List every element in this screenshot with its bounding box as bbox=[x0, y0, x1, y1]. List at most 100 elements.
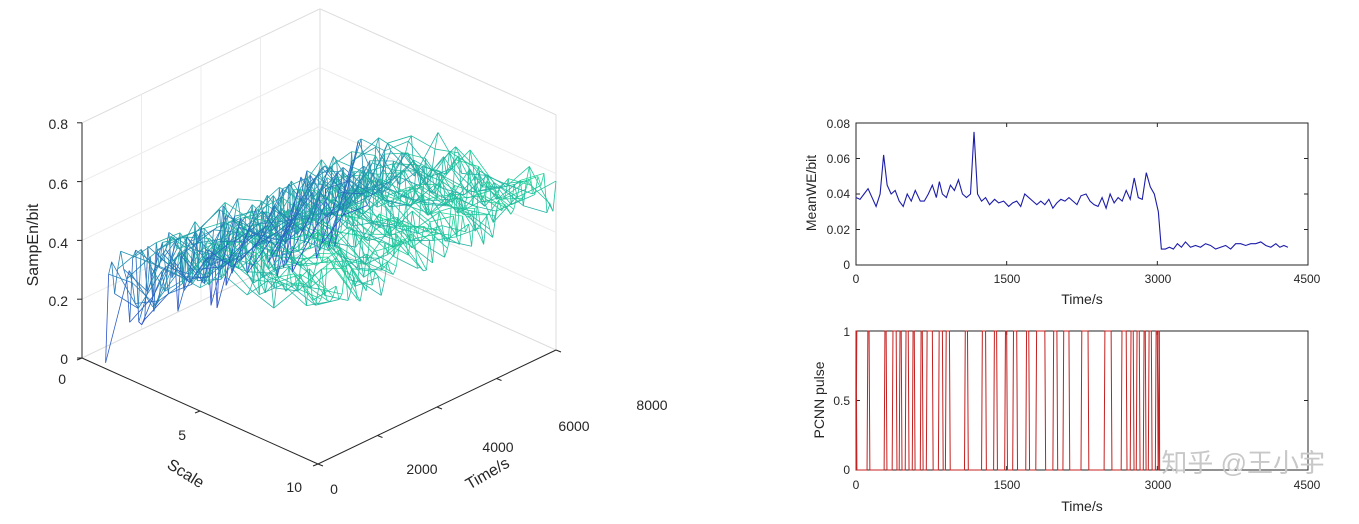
surface-mesh-line bbox=[195, 231, 220, 272]
surface-mesh-line bbox=[480, 227, 485, 245]
surface-mesh-line bbox=[343, 205, 368, 216]
surface-mesh-line bbox=[393, 256, 418, 269]
surface-mesh-line bbox=[204, 243, 229, 262]
surface-mesh-line bbox=[276, 176, 302, 277]
surface-mesh-line bbox=[241, 242, 266, 294]
surface-mesh-line bbox=[158, 283, 183, 302]
surface-mesh-line bbox=[310, 175, 335, 216]
surface-mesh-line bbox=[210, 216, 236, 306]
surface-mesh-line bbox=[237, 198, 262, 202]
surface-mesh-line bbox=[234, 198, 239, 217]
surface-mesh-line bbox=[452, 168, 477, 192]
surface-mesh-line bbox=[180, 255, 205, 284]
surface-mesh-line bbox=[492, 211, 497, 223]
surface-mesh-line bbox=[323, 203, 348, 229]
meanwe-series-line bbox=[855, 131, 1289, 250]
surface-mesh-line bbox=[307, 167, 332, 184]
surface-mesh-line bbox=[195, 209, 220, 233]
surface-mesh-line bbox=[327, 151, 352, 169]
surface-mesh-line bbox=[309, 156, 334, 216]
surface-mesh-line bbox=[223, 274, 248, 296]
surface-mesh-line bbox=[435, 231, 460, 245]
surface-mesh-line bbox=[510, 209, 515, 215]
surface-mesh-line bbox=[366, 150, 392, 206]
surface-mesh-line bbox=[300, 261, 325, 296]
surface-mesh-line bbox=[198, 238, 223, 244]
surface-mesh-line bbox=[552, 181, 557, 212]
surface-mesh-line bbox=[309, 268, 334, 298]
surface-mesh-line bbox=[399, 166, 424, 186]
surface-mesh-line bbox=[324, 294, 349, 301]
surface-mesh-line bbox=[267, 272, 272, 278]
surface-mesh-line bbox=[351, 268, 376, 273]
surface-mesh-line bbox=[179, 251, 183, 284]
surface-mesh-line bbox=[429, 240, 433, 263]
surface-mesh-line bbox=[435, 212, 440, 232]
surface-mesh-line bbox=[511, 194, 536, 206]
watermark: 知乎 @王小宇 bbox=[1161, 448, 1325, 478]
surface-mesh-line bbox=[413, 159, 438, 174]
surface-mesh-line bbox=[419, 156, 444, 187]
time-tick-mark bbox=[496, 378, 502, 381]
surface-mesh-line bbox=[367, 234, 392, 241]
surface-mesh-line bbox=[285, 223, 310, 242]
surface-mesh-line bbox=[395, 187, 419, 193]
surface-mesh-line bbox=[434, 156, 459, 194]
surface-mesh-line bbox=[450, 215, 454, 236]
surface-mesh-line bbox=[457, 156, 462, 186]
meanwe-y-tick-label: 0.04 bbox=[827, 187, 851, 201]
meanwe-y-tick-label: 0.08 bbox=[827, 117, 851, 131]
surface-mesh-line bbox=[408, 135, 412, 142]
surface-mesh-line bbox=[391, 226, 416, 236]
surface-mesh-line bbox=[505, 178, 530, 197]
surface-mesh-line bbox=[213, 198, 239, 243]
surface-mesh-line bbox=[384, 243, 389, 255]
surface-mesh-line bbox=[394, 226, 419, 234]
surface-mesh-line bbox=[387, 218, 413, 249]
surface-mesh-line bbox=[108, 273, 133, 284]
time-tick-label: 8000 bbox=[636, 397, 667, 413]
surface-mesh-line bbox=[141, 266, 166, 325]
surface-mesh-line bbox=[229, 247, 255, 284]
surface-mesh-line bbox=[327, 256, 352, 291]
surface-mesh-line bbox=[257, 230, 282, 237]
surface-mesh-line bbox=[433, 196, 437, 202]
surface-mesh-line bbox=[458, 152, 483, 188]
surface-mesh-line bbox=[303, 283, 307, 306]
surface-mesh-line bbox=[295, 172, 320, 220]
surface-mesh-line bbox=[327, 201, 352, 218]
surface-mesh-line bbox=[399, 244, 424, 272]
surface-gridline bbox=[319, 67, 557, 175]
surface-mesh-line bbox=[472, 210, 496, 217]
surface-mesh-line bbox=[321, 260, 346, 264]
surface-mesh-line bbox=[380, 281, 385, 296]
meanwe-y-tick-label: 0.02 bbox=[827, 223, 851, 237]
surface-mesh-line bbox=[402, 202, 407, 222]
surface-chart: 0.8 0.6 0.4 0.2 0 SampEn/bit 0 5 10 Scal… bbox=[25, 8, 668, 497]
surface-gridline bbox=[81, 125, 321, 241]
surface-mesh-line bbox=[168, 283, 193, 295]
surface-mesh-line bbox=[222, 205, 248, 238]
surface-mesh-line bbox=[383, 261, 388, 283]
surface-mesh-line bbox=[465, 211, 490, 230]
surface-mesh-line bbox=[216, 218, 242, 309]
surface-mesh-line bbox=[346, 209, 371, 236]
surface-mesh-line bbox=[333, 267, 358, 300]
surface-mesh-line bbox=[372, 252, 397, 267]
surface-mesh-line bbox=[367, 189, 372, 224]
surface-mesh-line bbox=[484, 195, 508, 210]
surface-mesh-line bbox=[478, 170, 483, 188]
surface-mesh-line bbox=[268, 243, 273, 270]
surface-mesh-line bbox=[152, 242, 157, 297]
surface-mesh-line bbox=[189, 229, 214, 243]
surface-mesh-line bbox=[314, 205, 339, 213]
surface-mesh-line bbox=[270, 278, 275, 309]
surface-mesh-line bbox=[366, 181, 391, 189]
surface-mesh-line bbox=[173, 237, 198, 281]
surface-mesh-line bbox=[415, 184, 420, 189]
surface-mesh-line bbox=[375, 250, 380, 259]
surface-mesh-line bbox=[502, 188, 527, 200]
surface-mesh-line bbox=[475, 176, 500, 200]
surface-mesh-line bbox=[384, 140, 409, 152]
surface-mesh-line bbox=[105, 274, 110, 363]
